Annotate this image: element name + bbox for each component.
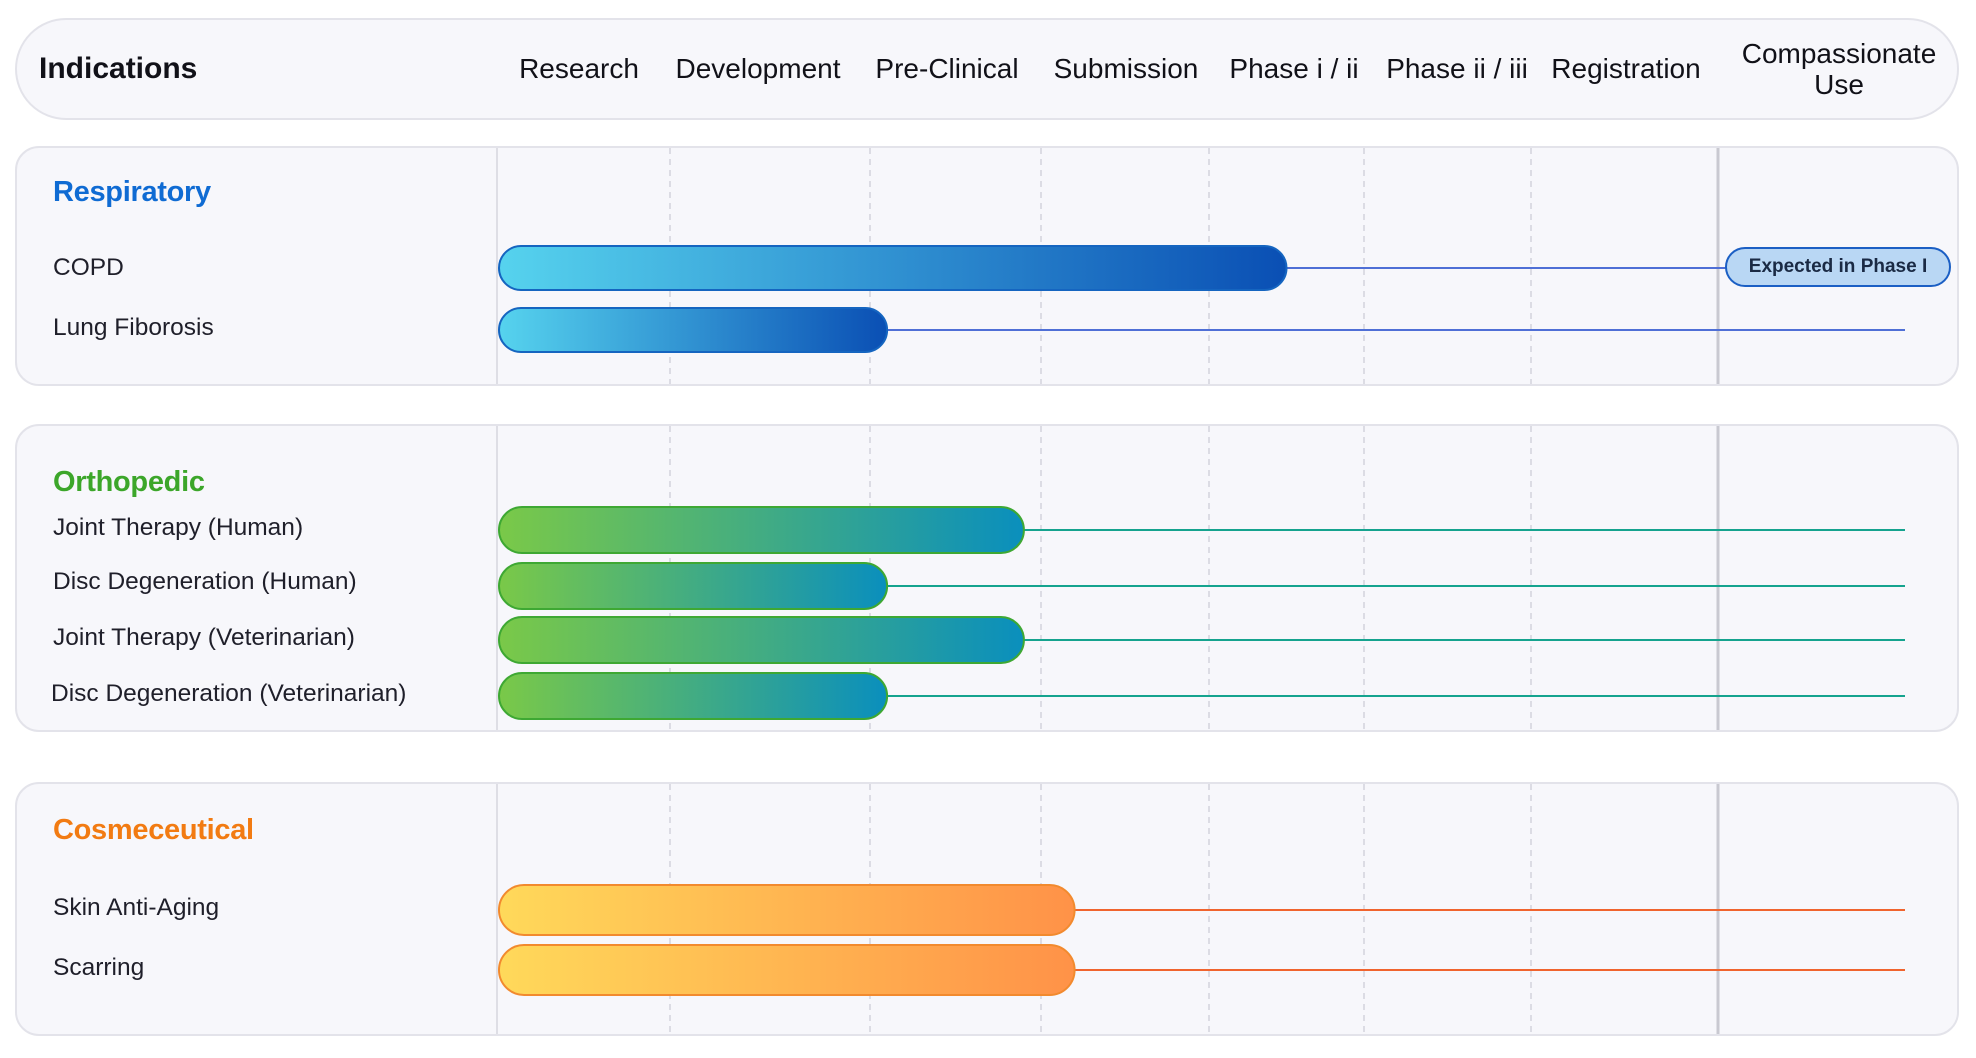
respiratory-chart: [496, 148, 1905, 384]
lung-fibrosis-label: Lung Fiborosis: [53, 314, 214, 341]
progress-bar: [498, 672, 889, 720]
disc-degeneration-human-label: Disc Degeneration (Human): [53, 568, 357, 595]
progress-bar: [498, 506, 1025, 554]
cosmeceutical-chart: [496, 784, 1905, 1034]
progress-bar: [498, 616, 1025, 664]
progress-bar: [498, 245, 1288, 291]
phase-label-registration: Registration: [1551, 53, 1701, 85]
respiratory-panel: Respiratory COPD Lung Fiborosis Expected…: [15, 146, 1959, 386]
progress-bar: [498, 562, 889, 610]
header-title: Indications: [39, 52, 198, 85]
orthopedic-panel: Orthopedic Joint Therapy (Human) Disc De…: [15, 424, 1959, 732]
copd-status-pill: Expected in Phase I: [1725, 247, 1951, 287]
scarring-label: Scarring: [53, 954, 145, 981]
phase-label-research: Research: [519, 53, 639, 85]
orthopedic-title: Orthopedic: [53, 466, 205, 498]
phase-label-development: Development: [675, 53, 841, 85]
respiratory-title: Respiratory: [53, 176, 211, 208]
disc-degeneration-vet-label: Disc Degeneration (Veterinarian): [51, 680, 407, 707]
phase-label-compassionate-use: Compassionate Use: [1741, 37, 1937, 100]
joint-therapy-vet-label: Joint Therapy (Veterinarian): [53, 624, 355, 651]
progress-bar: [498, 307, 889, 353]
copd-label: COPD: [53, 254, 124, 281]
skin-anti-aging-label: Skin Anti-Aging: [53, 894, 220, 921]
phase-label-submission: Submission: [1053, 53, 1199, 85]
joint-therapy-human-label: Joint Therapy (Human): [53, 514, 304, 541]
cosmeceutical-title: Cosmeceutical: [53, 814, 254, 846]
phase-label-phase-1-2: Phase i / ii: [1229, 53, 1359, 85]
orthopedic-chart: [496, 426, 1905, 730]
cosmeceutical-panel: Cosmeceutical Skin Anti-Aging Scarring: [15, 782, 1959, 1036]
phase-label-phase-2-3: Phase ii / iii: [1386, 53, 1528, 85]
pipeline-header: Indications Research Development Pre-Cli…: [15, 18, 1959, 120]
progress-bar: [498, 884, 1076, 936]
progress-bar: [498, 944, 1076, 996]
phase-label-pre-clinical: Pre-Clinical: [875, 53, 1019, 85]
